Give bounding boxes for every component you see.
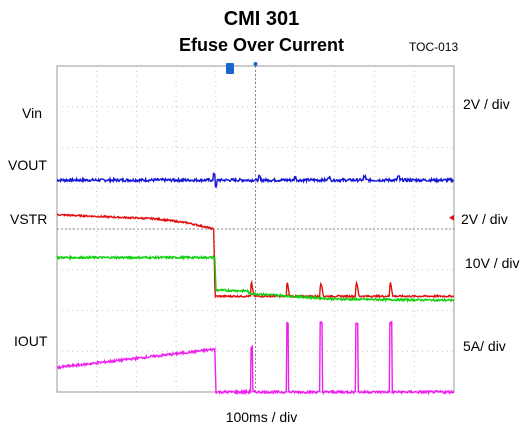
trace-iout	[56, 320, 455, 396]
channel-label-vout: VOUT	[8, 157, 47, 173]
scale-label-iout: 5A/ div	[463, 338, 506, 354]
trace-vin	[56, 172, 455, 189]
channel-label-vstr: VSTR	[10, 211, 48, 227]
scope-markers	[226, 62, 454, 221]
vout-level-marker	[449, 214, 454, 221]
channel-label-iout: IOUT	[14, 333, 48, 349]
scale-label-vout: 10V / div	[465, 255, 520, 271]
scale-label-vin: 2V / div	[463, 96, 510, 112]
figure-code: TOC-013	[409, 40, 459, 54]
trace-vout	[56, 213, 455, 299]
chart-title: CMI 301	[223, 8, 300, 30]
trace-vstr	[56, 254, 455, 304]
chart-subtitle: Efuse Over Current	[178, 35, 345, 55]
scope-traces	[56, 172, 455, 396]
trigger-position-dot	[253, 62, 258, 66]
scope-grid	[56, 65, 455, 393]
trigger-marker	[226, 63, 235, 74]
x-axis-label: 100ms / div	[225, 409, 298, 425]
scale-label-vstr: 2V / div	[461, 211, 508, 227]
channel-label-vin: Vin	[22, 105, 42, 121]
